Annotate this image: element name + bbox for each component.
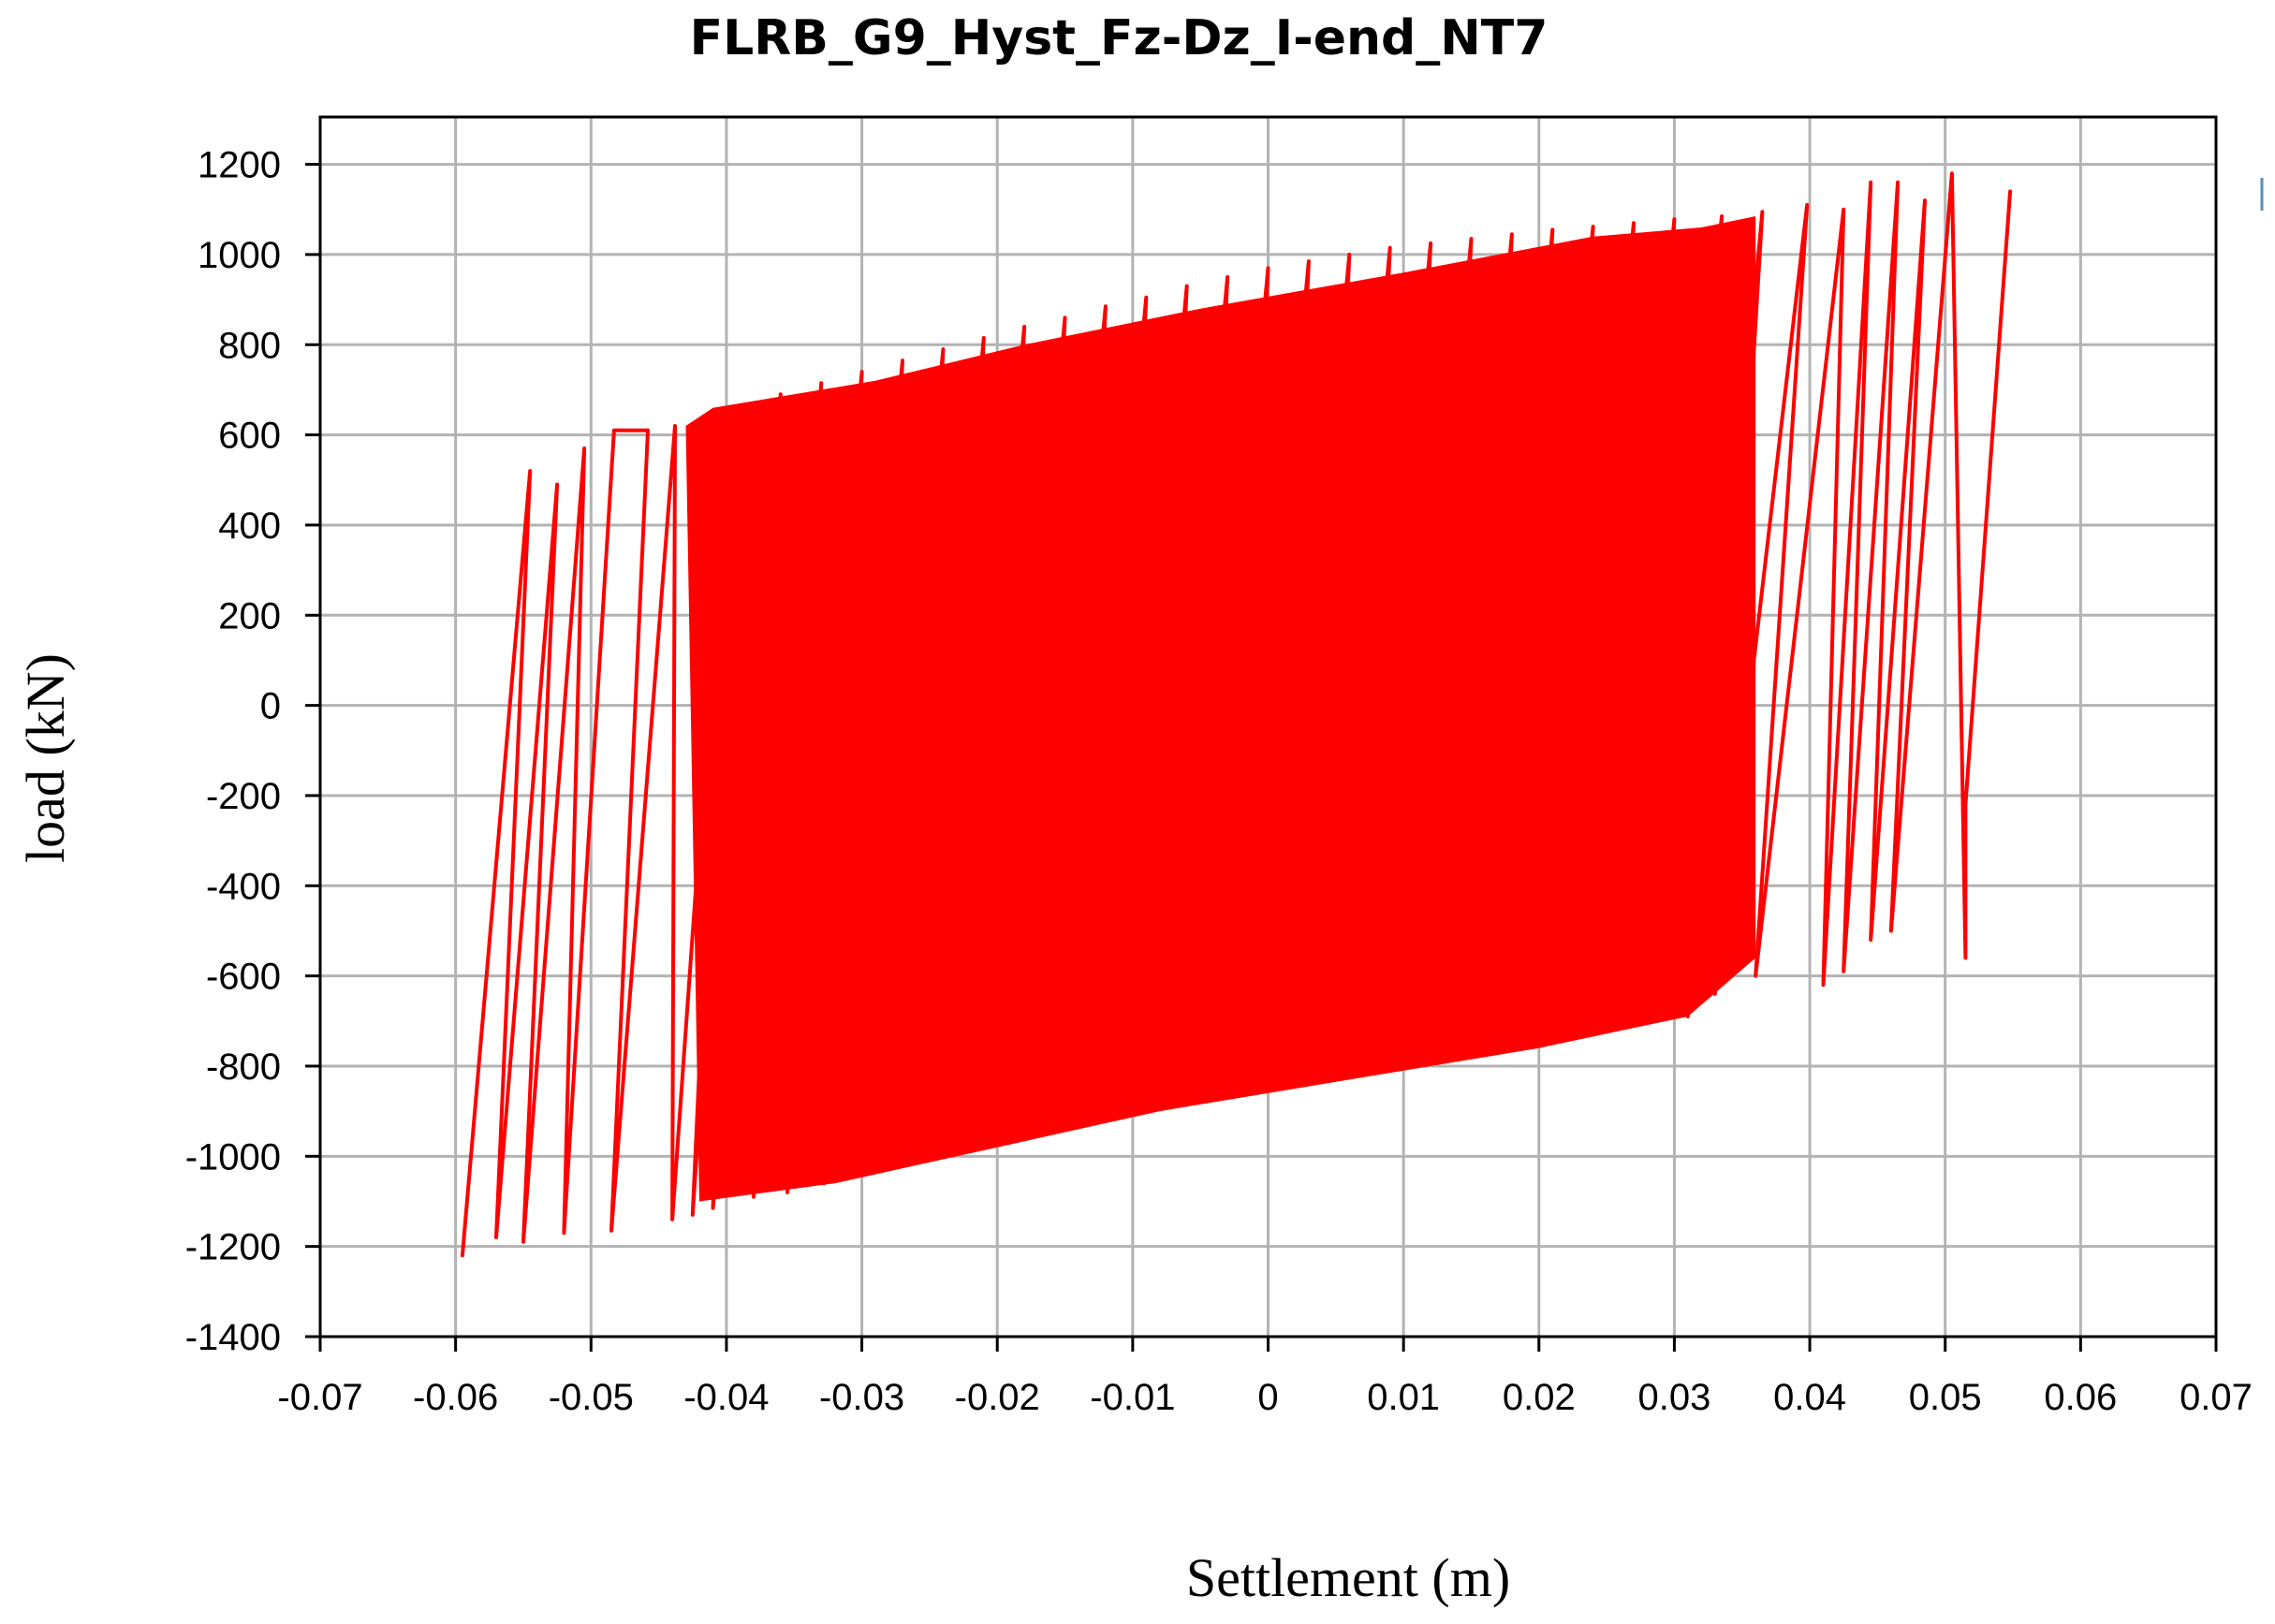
y-axis-label: load (kN) [15, 653, 76, 863]
y-tick-label: -1200 [185, 1227, 281, 1268]
y-tick-label: -600 [206, 957, 281, 998]
x-axis-label: Settlement (m) [1186, 1547, 1510, 1608]
series-group [460, 171, 2013, 1258]
x-tick-label: 0.01 [1367, 1377, 1440, 1418]
y-tick-label: -400 [206, 866, 281, 907]
x-tick-label: 0.05 [1909, 1377, 1982, 1418]
y-tick-label: 1200 [198, 145, 281, 186]
x-tick-label: 0.07 [2180, 1377, 2253, 1418]
y-tick-label: 0 [260, 686, 281, 727]
y-tick-label: -1000 [185, 1136, 281, 1178]
y-tick-label: -1400 [185, 1317, 281, 1358]
x-tick-label: 0.03 [1637, 1377, 1710, 1418]
x-tick-label: -0.03 [819, 1377, 904, 1418]
y-tick-label: 600 [218, 416, 281, 457]
y-tick-label: 1000 [198, 235, 281, 276]
chart-title: FLRB_G9_Hyst_Fz-Dz_I-end_NT7 [690, 10, 1548, 66]
x-tick-label: 0 [1257, 1377, 1278, 1418]
x-tick-label: -0.06 [413, 1377, 498, 1418]
x-tick-label: -0.05 [549, 1377, 634, 1418]
x-tick-label: 0.06 [2044, 1377, 2117, 1418]
x-tick-label: -0.02 [955, 1377, 1040, 1418]
plot-band [685, 216, 1756, 1202]
y-tick-label: 200 [218, 595, 281, 636]
x-tick-label: 0.04 [1773, 1377, 1846, 1418]
x-axis-ticks: -0.07 -0.06 -0.05 -0.04 -0.03 -0.02 -0.01 0 0.01… [277, 1337, 2253, 1418]
x-tick-label: -0.07 [277, 1377, 362, 1418]
y-axis-ticks: 1200 1000 800 600 400 200 0 -200 -400 -600 -800 -10… [185, 145, 320, 1358]
y-tick-label: 800 [218, 325, 281, 366]
x-tick-label: 0.02 [1503, 1377, 1576, 1418]
hysteresis-series-line [460, 171, 2013, 1258]
x-tick-label: -0.01 [1090, 1377, 1175, 1418]
hysteresis-fill-band [685, 216, 1756, 1202]
y-tick-label: -200 [206, 776, 281, 817]
y-tick-label: 400 [218, 505, 281, 547]
y-tick-label: -800 [206, 1046, 281, 1088]
x-tick-label: -0.04 [683, 1377, 769, 1418]
